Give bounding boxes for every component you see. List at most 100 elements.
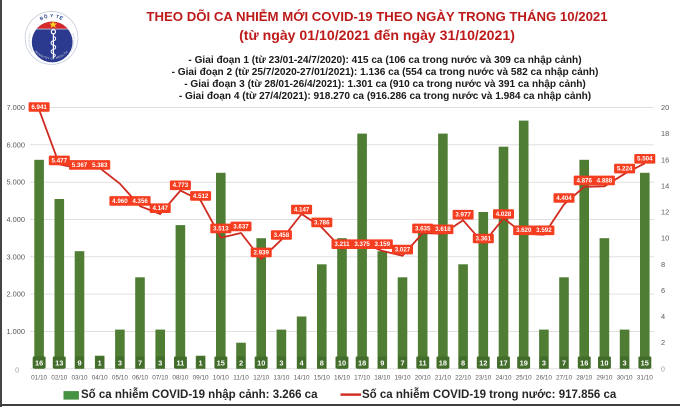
svg-text:3.375: 3.375	[354, 241, 370, 248]
svg-text:16: 16	[661, 155, 669, 164]
svg-text:3.000: 3.000	[7, 252, 26, 261]
svg-text:10: 10	[600, 359, 608, 368]
svg-text:20: 20	[661, 103, 669, 112]
svg-text:16: 16	[580, 359, 588, 368]
svg-text:08/10: 08/10	[172, 374, 188, 381]
svg-text:12: 12	[479, 359, 487, 368]
svg-text:3.635: 3.635	[415, 225, 431, 232]
svg-text:0: 0	[661, 366, 665, 373]
svg-text:17/10: 17/10	[354, 374, 370, 381]
svg-text:11: 11	[419, 359, 427, 368]
svg-text:5.000: 5.000	[7, 178, 26, 187]
svg-text:16: 16	[35, 359, 43, 368]
svg-text:1: 1	[98, 359, 102, 368]
svg-text:19/10: 19/10	[395, 374, 411, 381]
svg-text:10/10: 10/10	[213, 374, 229, 381]
svg-text:3.620: 3.620	[516, 227, 532, 234]
svg-text:3.513: 3.513	[213, 225, 229, 232]
svg-text:2: 2	[661, 338, 665, 347]
svg-text:3: 3	[542, 359, 546, 368]
svg-text:10: 10	[338, 359, 346, 368]
svg-text:07/10: 07/10	[152, 374, 168, 381]
svg-text:8: 8	[461, 359, 465, 368]
svg-text:4.028: 4.028	[496, 211, 512, 218]
svg-text:9: 9	[77, 359, 81, 368]
svg-text:12/10: 12/10	[253, 374, 269, 381]
svg-text:22/10: 22/10	[455, 374, 471, 381]
svg-text:21/10: 21/10	[435, 374, 451, 381]
svg-text:13: 13	[55, 359, 63, 368]
svg-text:12: 12	[661, 208, 669, 217]
svg-text:3: 3	[623, 359, 627, 368]
svg-text:29/10: 29/10	[596, 374, 612, 381]
svg-text:23/10: 23/10	[475, 374, 491, 381]
svg-text:6.941: 6.941	[31, 104, 47, 111]
svg-text:0: 0	[15, 367, 19, 374]
svg-text:20/10: 20/10	[415, 374, 431, 381]
svg-text:3.361: 3.361	[476, 235, 492, 242]
svg-text:3.159: 3.159	[375, 241, 391, 248]
svg-text:5.367: 5.367	[72, 162, 88, 169]
svg-text:10: 10	[257, 359, 265, 368]
svg-text:25/10: 25/10	[516, 374, 532, 381]
svg-text:4.888: 4.888	[597, 177, 613, 184]
svg-text:9: 9	[380, 359, 384, 368]
svg-text:10: 10	[661, 234, 669, 243]
svg-text:2.939: 2.939	[253, 249, 269, 256]
svg-text:Số ca nhiễm COVID-19 nhập cảnh: Số ca nhiễm COVID-19 nhập cảnh: 3.266 ca	[81, 388, 318, 401]
svg-text:4.404: 4.404	[556, 195, 572, 202]
svg-text:27/10: 27/10	[556, 374, 572, 381]
svg-text:24/10: 24/10	[496, 374, 512, 381]
svg-text:3.211: 3.211	[334, 241, 350, 248]
svg-text:4.876: 4.876	[576, 177, 592, 184]
svg-text:4.147: 4.147	[294, 206, 310, 213]
svg-text:03/10: 03/10	[72, 374, 88, 381]
svg-text:5.224: 5.224	[617, 166, 633, 173]
svg-text:14: 14	[661, 181, 669, 190]
svg-text:26/10: 26/10	[536, 374, 552, 381]
svg-text:14/10: 14/10	[294, 374, 310, 381]
svg-text:7.000: 7.000	[7, 103, 26, 112]
svg-text:1.000: 1.000	[7, 327, 26, 336]
svg-text:4.356: 4.356	[132, 198, 148, 205]
svg-text:28/10: 28/10	[576, 374, 592, 381]
svg-text:7: 7	[400, 359, 404, 368]
svg-text:19: 19	[520, 359, 528, 368]
svg-text:09/10: 09/10	[193, 374, 209, 381]
svg-text:3.592: 3.592	[536, 227, 552, 234]
svg-text:6.000: 6.000	[7, 140, 26, 149]
svg-text:05/10: 05/10	[112, 374, 128, 381]
svg-text:5.504: 5.504	[637, 156, 653, 163]
svg-text:01/10: 01/10	[31, 374, 47, 381]
svg-text:3: 3	[118, 359, 122, 368]
svg-text:3: 3	[279, 359, 283, 368]
svg-text:3: 3	[158, 359, 162, 368]
svg-text:5.383: 5.383	[92, 162, 108, 169]
svg-text:BỘ Y TẾ: BỘ Y TẾ	[39, 12, 65, 22]
svg-text:5.477: 5.477	[52, 157, 68, 164]
svg-text:1: 1	[199, 359, 203, 368]
svg-text:2.000: 2.000	[7, 290, 26, 299]
svg-text:4.960: 4.960	[112, 198, 128, 205]
svg-text:18: 18	[439, 359, 447, 368]
svg-text:7: 7	[138, 359, 142, 368]
svg-text:Số ca nhiễm COVID-19 trong nướ: Số ca nhiễm COVID-19 trong nước: 917.856…	[362, 388, 617, 401]
svg-text:3.977: 3.977	[455, 212, 471, 219]
svg-text:18: 18	[358, 359, 366, 368]
svg-text:4: 4	[661, 312, 665, 321]
svg-text:4.147: 4.147	[152, 205, 168, 212]
svg-text:3.618: 3.618	[435, 226, 451, 233]
svg-text:11: 11	[176, 359, 184, 368]
svg-text:4.773: 4.773	[173, 182, 189, 189]
svg-text:3.027: 3.027	[395, 247, 411, 254]
svg-text:30/10: 30/10	[617, 374, 633, 381]
svg-text:7: 7	[562, 359, 566, 368]
svg-text:2: 2	[239, 359, 243, 368]
svg-text:04/10: 04/10	[92, 374, 108, 381]
svg-text:4: 4	[300, 359, 305, 368]
svg-text:17: 17	[499, 359, 507, 368]
svg-text:18/10: 18/10	[374, 374, 390, 381]
svg-text:15: 15	[641, 359, 649, 368]
svg-text:13/10: 13/10	[273, 374, 289, 381]
svg-text:16/10: 16/10	[334, 374, 350, 381]
